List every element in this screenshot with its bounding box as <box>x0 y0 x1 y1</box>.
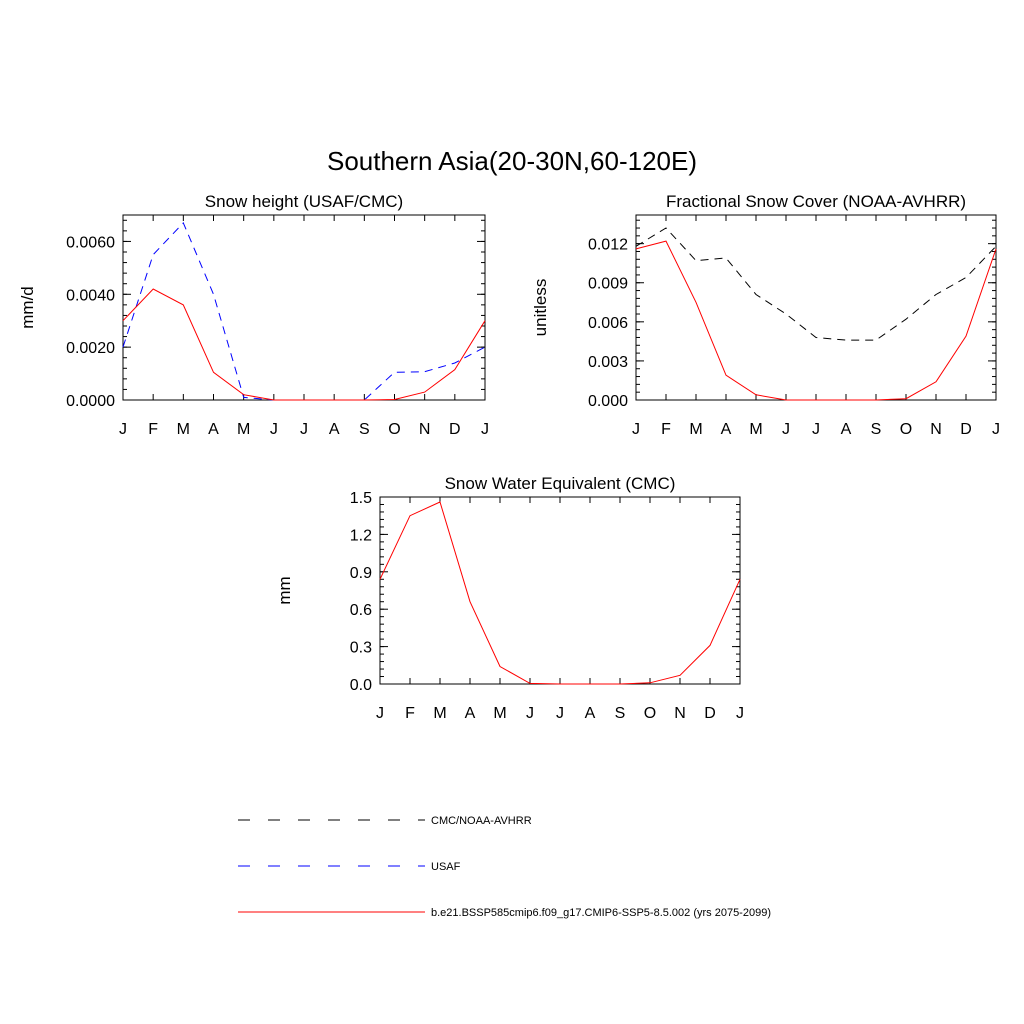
y-axis-label: mm <box>275 576 294 604</box>
y-tick-label: 0.009 <box>588 276 628 293</box>
y-tick-label: 0.0020 <box>66 340 115 357</box>
x-tick-label: N <box>674 705 686 722</box>
panel-fractional-snow-cover: Fractional Snow Cover (NOAA-AVHRR) unitle… <box>531 192 1000 438</box>
legend-label-cmc: CMC/NOAA-AVHRR <box>431 815 532 827</box>
x-tick-label: J <box>556 705 564 722</box>
x-tick-label: J <box>736 705 744 722</box>
series-line <box>379 501 741 685</box>
y-tick-label: 0.3 <box>350 640 372 657</box>
x-tick-label: A <box>208 421 219 438</box>
x-tick-label: O <box>900 421 912 438</box>
figure-title: Southern Asia(20-30N,60-120E) <box>327 146 697 176</box>
x-tick-label: S <box>615 705 626 722</box>
y-axis-label: mm/d <box>18 286 37 329</box>
panel-title: Snow Water Equivalent (CMC) <box>445 474 676 493</box>
x-tick-label: J <box>812 421 820 438</box>
series-line <box>122 288 486 401</box>
x-tick-label: F <box>661 421 671 438</box>
y-axis-label: unitless <box>531 279 550 337</box>
x-tick-label: F <box>405 705 415 722</box>
plot-frame <box>379 496 741 685</box>
x-tick-label: A <box>585 705 596 722</box>
x-tick-label: M <box>749 421 762 438</box>
x-tick-label: M <box>493 705 506 722</box>
x-tick-label: D <box>449 421 461 438</box>
x-tick-label: O <box>644 705 656 722</box>
y-tick-label: 0.0000 <box>66 393 115 410</box>
x-tick-label: M <box>689 421 702 438</box>
y-tick-label: 0.003 <box>588 354 628 371</box>
x-tick-label: A <box>721 421 732 438</box>
panel-snow-water-equivalent: Snow Water Equivalent (CMC)mmJ F M A M J J A S O N… <box>275 474 744 722</box>
y-tick-label: 0.0040 <box>66 287 115 304</box>
x-tick-label: N <box>930 421 942 438</box>
legend-label-model: b.e21.BSSP585cmip6.f09_g17.CMIP6-SSP5-8.… <box>431 907 771 919</box>
legend: CMC/NOAA-AVHRR USAF b.e21.BSSP585cmip6.f… <box>238 815 771 919</box>
y-tick-label: 0.9 <box>350 565 372 582</box>
y-tick-label: 0.6 <box>350 602 372 619</box>
x-tick-label: N <box>419 421 431 438</box>
x-tick-label: M <box>433 705 446 722</box>
y-tick-label: 0.000 <box>588 393 628 410</box>
x-tick-label: S <box>359 421 370 438</box>
panel-snow-height: Snow height (USAF/CMC)mm/dJ F M A M J J A S O N D J0… <box>18 192 489 438</box>
y-tick-label: 0.0 <box>350 677 372 694</box>
x-tick-label: M <box>237 421 250 438</box>
panel-title: Snow height (USAF/CMC) <box>205 192 403 211</box>
y-tick-label: 0.0060 <box>66 234 115 251</box>
x-tick-label: J <box>632 421 640 438</box>
x-tick-label: O <box>388 421 400 438</box>
y-tick-label: 0.012 <box>588 237 628 254</box>
x-tick-label: S <box>871 421 882 438</box>
x-tick-label: A <box>841 421 852 438</box>
y-tick-label: 1.2 <box>350 527 372 544</box>
series-line <box>122 222 486 401</box>
x-tick-label: D <box>960 421 972 438</box>
plot-frame <box>122 214 486 401</box>
legend-label-usaf: USAF <box>431 861 461 873</box>
x-tick-label: A <box>329 421 340 438</box>
x-tick-label: D <box>704 705 716 722</box>
x-tick-label: M <box>177 421 190 438</box>
series-line <box>635 240 997 401</box>
x-tick-label: J <box>300 421 308 438</box>
x-tick-label: J <box>270 421 278 438</box>
x-tick-label: J <box>376 705 384 722</box>
x-tick-label: F <box>148 421 158 438</box>
x-tick-label: J <box>481 421 489 438</box>
panel-title: Fractional Snow Cover (NOAA-AVHRR) <box>666 192 966 211</box>
y-tick-label: 1.5 <box>350 490 372 507</box>
series-line <box>635 227 997 341</box>
x-tick-label: J <box>526 705 534 722</box>
x-tick-label: J <box>992 421 1000 438</box>
y-tick-label: 0.006 <box>588 315 628 332</box>
x-tick-label: J <box>119 421 127 438</box>
x-tick-label: J <box>782 421 790 438</box>
x-tick-label: A <box>465 705 476 722</box>
